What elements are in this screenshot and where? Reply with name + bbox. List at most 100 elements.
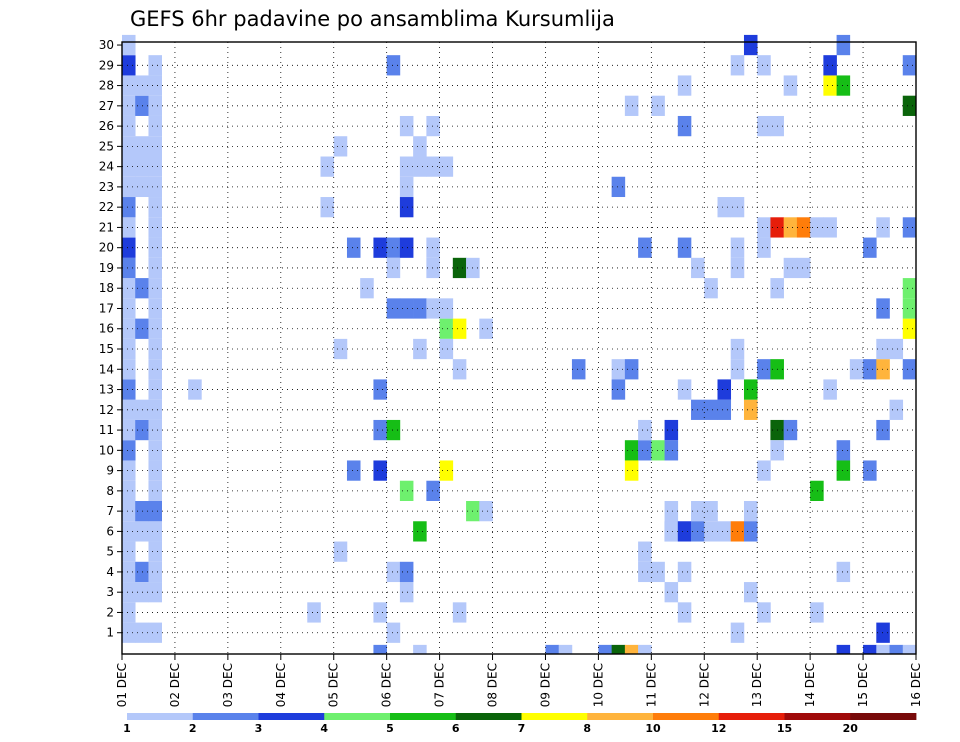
heat-cell [823, 55, 837, 76]
heat-cell [399, 582, 414, 603]
heat-cell [135, 278, 149, 299]
heat-cell [135, 75, 149, 96]
colorbar-label: 4 [320, 722, 328, 735]
y-tick-label: 14 [99, 362, 114, 376]
heat-cell [743, 34, 758, 56]
heat-cell [148, 521, 162, 542]
heat-cell [796, 257, 811, 279]
heat-cell [148, 95, 162, 116]
heat-cell [386, 561, 401, 583]
colorbar-swatch [521, 713, 588, 720]
heat-cell [426, 257, 440, 279]
heat-cell [135, 622, 149, 643]
heat-cell [638, 419, 652, 441]
heat-cell [148, 75, 162, 96]
colorbar-swatch [718, 713, 785, 720]
y-tick-label: 10 [99, 443, 114, 457]
heat-cell [148, 237, 162, 258]
x-tick-label: 05 DEC [327, 663, 341, 707]
colorbar-label: 12 [711, 722, 726, 735]
heat-cell [122, 501, 136, 522]
heat-cell [122, 541, 136, 562]
heat-cell [135, 561, 149, 583]
heat-cell [876, 419, 890, 441]
heat-cell [902, 644, 916, 654]
heat-cell [346, 460, 361, 481]
heat-cell [188, 379, 202, 400]
heat-cell [386, 298, 401, 319]
heat-cell [122, 115, 136, 137]
x-tick-label: 12 DEC [697, 663, 711, 707]
heat-cell [638, 541, 652, 562]
heat-cell [122, 318, 136, 339]
heat-cell [399, 115, 414, 137]
heat-cell [902, 95, 916, 116]
heat-cell [624, 95, 639, 116]
heat-cell [386, 419, 401, 441]
heat-cell [677, 75, 692, 96]
x-tick-label: 02 DEC [168, 663, 182, 707]
colorbar-swatch [324, 713, 391, 720]
heat-cell [399, 176, 414, 198]
heat-cell [399, 197, 414, 218]
heat-cell [135, 521, 149, 542]
heat-cell [333, 541, 348, 562]
heat-cell [148, 217, 162, 238]
heat-cell [717, 379, 732, 400]
y-tick-label: 25 [99, 139, 114, 153]
y-tick-label: 30 [99, 38, 114, 52]
plot-frame [121, 41, 917, 655]
heat-cell [810, 480, 824, 501]
heat-cell [810, 217, 824, 238]
colorbar-swatch [784, 713, 851, 720]
heat-cell [135, 176, 149, 198]
x-tick-label: 07 DEC [433, 663, 447, 707]
heat-cell [148, 318, 162, 339]
heat-cell [836, 561, 851, 583]
heat-cell [439, 298, 454, 319]
heat-cell [452, 318, 467, 339]
heat-cell [571, 359, 586, 380]
heat-cell [902, 278, 916, 299]
heat-cell [664, 521, 679, 542]
heat-cell [399, 480, 414, 501]
heat-cell [148, 115, 162, 137]
heat-cell [426, 480, 440, 501]
colorbar-label: 3 [255, 722, 263, 735]
heat-cell [373, 602, 387, 623]
heat-cell [122, 622, 136, 643]
heat-cell [373, 379, 387, 400]
heat-cell [757, 55, 771, 76]
heat-cell [757, 602, 771, 623]
heat-cell [545, 644, 559, 654]
x-tick-label: 09 DEC [538, 663, 552, 707]
heat-cell [148, 156, 162, 177]
heat-cell [677, 561, 692, 583]
heat-cell [439, 318, 454, 339]
heat-cell [611, 644, 626, 654]
x-axis: 01 DEC 02 DEC 03 DEC 04 DEC 05 DEC 06 DEC 07 D… [115, 654, 923, 707]
heat-cell [413, 156, 427, 177]
x-tick-label: 16 DEC [909, 663, 923, 707]
heat-cell [122, 561, 136, 583]
heat-cell [902, 298, 916, 319]
y-tick-label: 11 [99, 423, 114, 437]
heat-cell [876, 622, 890, 643]
heat-cell [399, 561, 414, 583]
heat-cell [743, 582, 758, 603]
heat-cell [439, 460, 454, 481]
heat-cell [796, 217, 811, 238]
heat-cell [148, 379, 162, 400]
heat-cell [122, 75, 136, 96]
heat-cell [122, 34, 136, 56]
heat-cell [122, 480, 136, 501]
heat-cell [558, 644, 573, 654]
x-tick-label: 10 DEC [591, 663, 605, 707]
heat-cell [902, 55, 916, 76]
heat-cell [651, 561, 665, 583]
heat-cell [148, 561, 162, 583]
heat-cell [122, 582, 136, 603]
heat-cell [902, 359, 916, 380]
heat-cell [333, 338, 348, 360]
heat-cell [889, 399, 904, 420]
